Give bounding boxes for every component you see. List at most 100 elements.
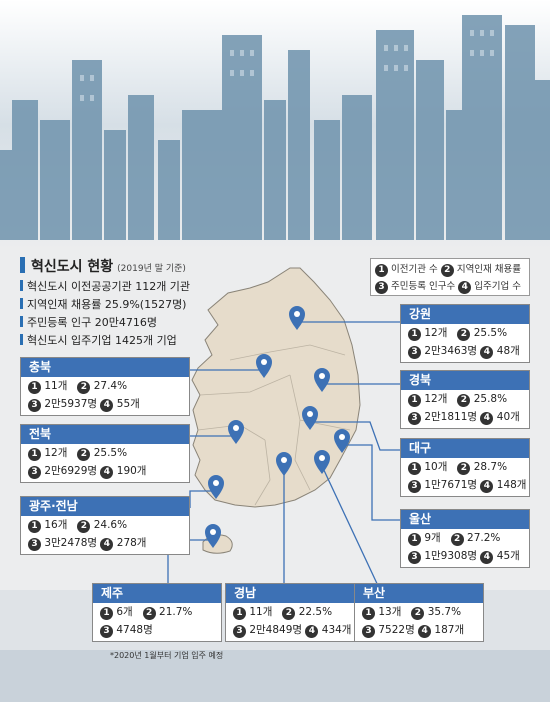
marker-3: 3: [408, 346, 421, 359]
marker-3: 3: [233, 625, 246, 638]
region-row-2: 3 4748명: [93, 621, 221, 639]
marker-1: 1: [28, 448, 41, 461]
population: 2만5937명: [44, 398, 98, 410]
marker-2: 2: [77, 448, 91, 461]
company-count: 48개: [496, 345, 520, 357]
marker-3: 3: [28, 466, 41, 479]
legend-marker-3: 3: [375, 281, 388, 294]
region-name: 제주: [93, 584, 221, 603]
marker-2: 2: [411, 607, 425, 620]
hiring-rate: 27.2%: [467, 532, 501, 544]
marker-3: 3: [28, 399, 41, 412]
institution-count: 11개: [249, 606, 273, 618]
hiring-rate: 24.6%: [93, 519, 128, 531]
region-row-1: 1 13개 2 35.7%: [355, 603, 483, 621]
mainland-shape: [191, 267, 361, 508]
stat-companies: 혁신도시 입주기업 1425개 기업: [20, 332, 190, 350]
region-row-2: 3 2만5937명 4 55개: [21, 395, 189, 413]
region-row-2: 3 3만2478명 4 278개: [21, 534, 189, 552]
region-row-2: 3 2만4849명 4 434개: [226, 621, 354, 639]
institution-count: 6개: [116, 606, 133, 618]
company-count: 278개: [116, 537, 147, 549]
region-card-ulsan: 울산 1 9개 2 27.2% 3 1만9308명 4 45개: [400, 509, 530, 568]
marker-1: 1: [28, 520, 41, 533]
page-subtitle: (2019년 말 기준): [117, 264, 186, 274]
region-name: 전북: [21, 425, 189, 444]
page-title: 혁신도시 현황: [31, 259, 114, 275]
region-row-2: 3 2만6929명 4 190개: [21, 462, 189, 480]
hiring-rate: 35.7%: [427, 606, 462, 618]
region-name: 충북: [21, 358, 189, 377]
pin-chungbuk: [256, 354, 272, 378]
population: 2만6929명: [44, 465, 98, 477]
institution-count: 12개: [424, 327, 448, 339]
region-row-1: 1 10개 2 28.7%: [401, 458, 529, 476]
region-row-2: 3 1만7671명 4 148개: [401, 476, 529, 494]
institution-count: 13개: [378, 606, 402, 618]
company-count: 45개: [496, 550, 520, 562]
marker-2: 2: [77, 381, 91, 394]
hiring-rate: 21.7%: [159, 606, 193, 618]
region-name: 울산: [401, 510, 529, 529]
population: 2만1811명: [424, 411, 478, 423]
marker-1: 1: [408, 533, 421, 546]
company-count: 187개: [434, 624, 465, 636]
marker-1: 1: [100, 607, 113, 620]
region-name: 강원: [401, 305, 529, 324]
legend-marker-1: 1: [375, 264, 388, 277]
footnote: *2020년 1월부터 기업 입주 예정: [110, 651, 224, 660]
hiring-rate: 25.8%: [473, 393, 508, 405]
marker-2: 2: [457, 394, 471, 407]
legend-label-1: 이전기관 수: [391, 264, 438, 275]
marker-2: 2: [457, 462, 471, 475]
region-name: 경남: [226, 584, 354, 603]
marker-1: 1: [408, 462, 421, 475]
marker-2: 2: [282, 607, 296, 620]
hiring-rate: 28.7%: [473, 461, 508, 473]
region-row-1: 1 11개 2 27.4%: [21, 377, 189, 395]
region-row-1: 1 12개 2 25.8%: [401, 390, 529, 408]
pin-gyeongnam: [276, 452, 292, 476]
legend-row-1: 1 이전기관 수 2 지역인재 채용률: [375, 261, 525, 278]
marker-1: 1: [408, 328, 421, 341]
marker-3: 3: [100, 625, 113, 638]
legend-marker-4: 4: [458, 281, 472, 294]
institution-count: 12개: [424, 393, 448, 405]
location-pins: [205, 306, 350, 548]
region-name: 경북: [401, 371, 529, 390]
institution-count: 12개: [44, 447, 68, 459]
marker-4: 4: [100, 538, 114, 551]
region-card-gangwon: 강원 1 12개 2 25.5% 3 2만3463명 4 48개: [400, 304, 530, 363]
population: 2만4849명: [249, 624, 303, 636]
population: 2만3463명: [424, 345, 478, 357]
region-row-1: 1 11개 2 22.5%: [226, 603, 354, 621]
legend-label-3: 주민등록 인구수: [391, 281, 456, 292]
pin-gyeongbuk: [314, 368, 330, 392]
region-card-jeju: 제주 1 6개 2 21.7% 3 4748명: [92, 583, 222, 642]
marker-4: 4: [480, 480, 494, 493]
marker-2: 2: [77, 520, 91, 533]
pin-jeonbuk: [228, 420, 244, 444]
stat-institutions: 혁신도시 이전공공기관 112개 기관: [20, 278, 190, 296]
marker-4: 4: [100, 466, 114, 479]
region-row-1: 1 6개 2 21.7%: [93, 603, 221, 621]
marker-4: 4: [418, 625, 432, 638]
region-card-gyeongnam: 경남 1 11개 2 22.5% 3 2만4849명 4 434개: [225, 583, 355, 642]
marker-4: 4: [100, 399, 114, 412]
region-card-daegu: 대구 1 10개 2 28.7% 3 1만7671명 4 148개: [400, 438, 530, 497]
population: 7522명: [378, 624, 415, 636]
institution-count: 11개: [44, 380, 68, 392]
marker-3: 3: [408, 412, 421, 425]
region-row-2: 3 2만3463명 4 48개: [401, 342, 529, 360]
title-block: 혁신도시 현황 (2019년 말 기준): [20, 256, 186, 276]
company-count: 434개: [321, 624, 352, 636]
region-card-busan: 부산 1 13개 2 35.7% 3 7522명 4 187개: [354, 583, 484, 642]
region-row-2: 3 7522명 4 187개: [355, 621, 483, 639]
region-card-gwangju-jeonnam: 광주·전남 1 16개 2 24.6% 3 3만2478명 4 278개: [20, 496, 190, 555]
marker-2: 2: [457, 328, 471, 341]
company-count: 148개: [496, 479, 527, 491]
region-row-1: 1 12개 2 25.5%: [401, 324, 529, 342]
hiring-rate: 25.5%: [473, 327, 508, 339]
region-name: 광주·전남: [21, 497, 189, 516]
